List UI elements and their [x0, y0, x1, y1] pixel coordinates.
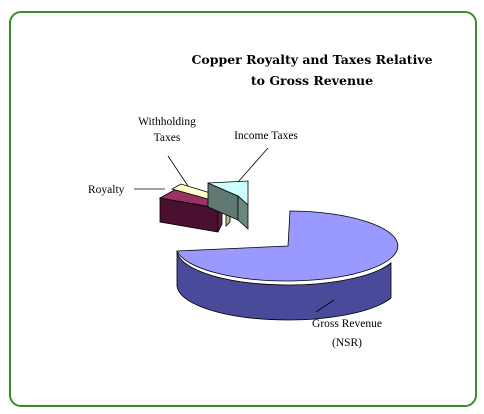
- label-income-taxes: Income Taxes: [234, 130, 298, 142]
- label-gross-revenue-line-1: Gross Revenue: [312, 318, 382, 330]
- label-royalty: Royalty: [88, 184, 125, 196]
- label-withholding-line-2: Taxes: [154, 132, 181, 144]
- label-gross-revenue-line-2: (NSR): [332, 337, 362, 349]
- label-withholding-line-1: Withholding: [138, 116, 196, 128]
- chart-title-line-1: Copper Royalty and Taxes Relative: [191, 52, 432, 67]
- chart-title-line-2: to Gross Revenue: [251, 73, 373, 88]
